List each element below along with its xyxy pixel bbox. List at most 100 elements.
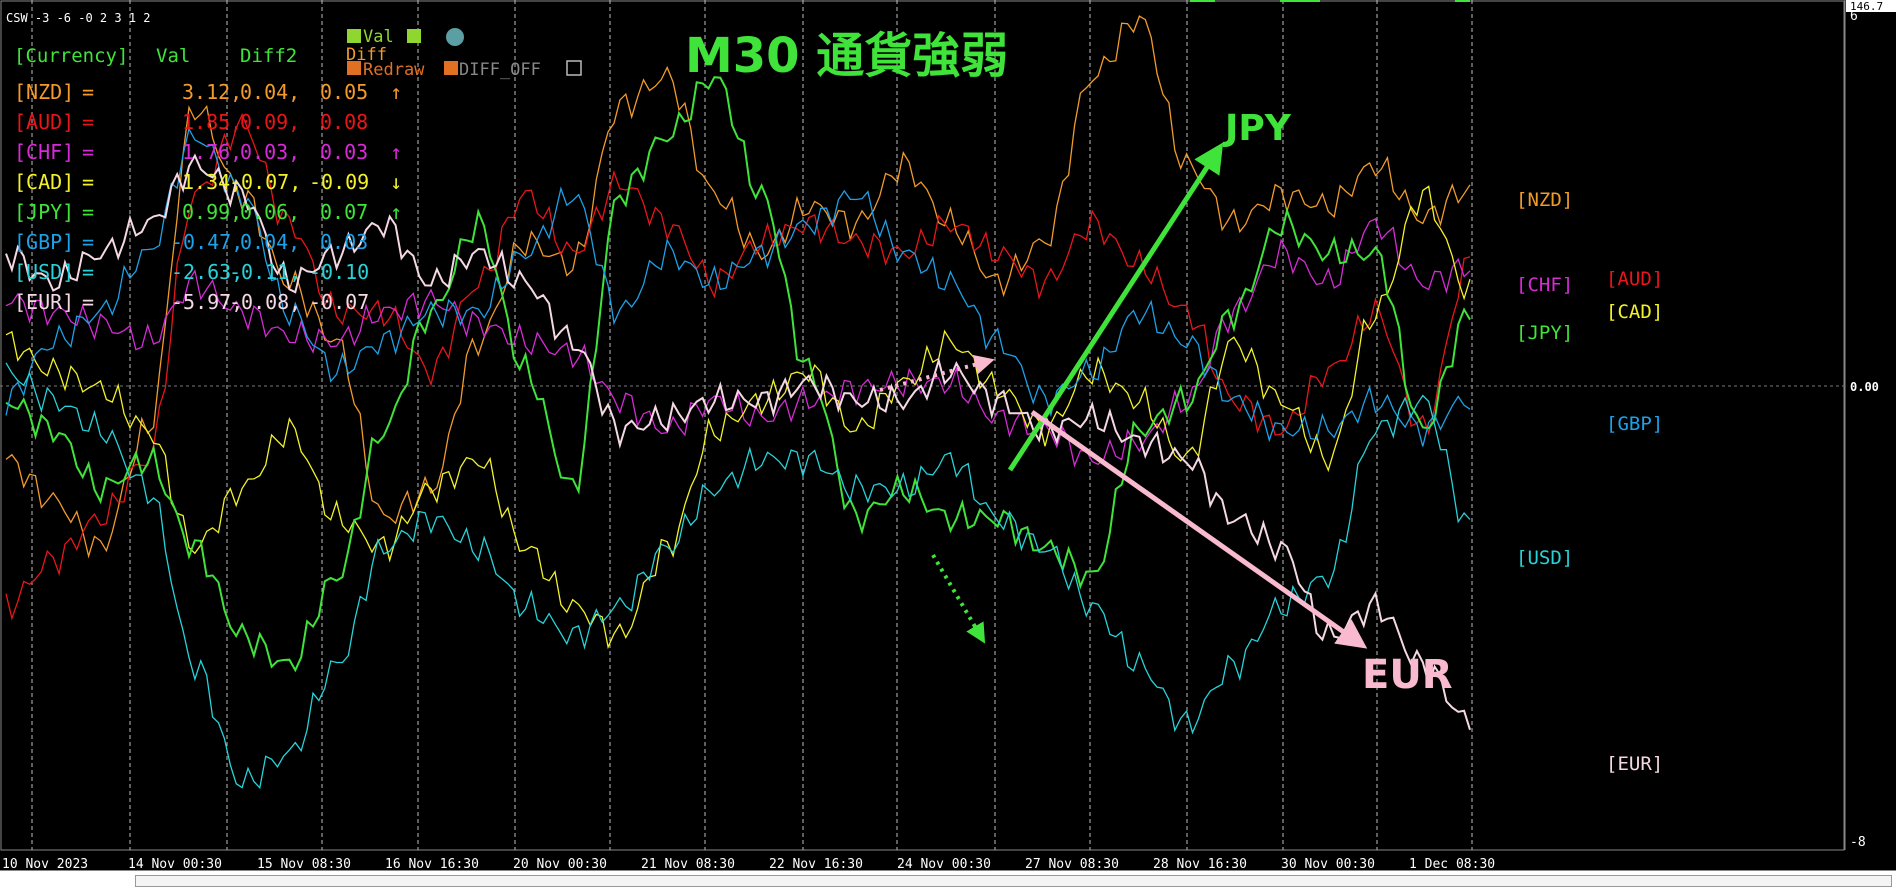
green-dotted-arrow (931, 553, 986, 644)
table-cell: 0.07 (320, 200, 368, 224)
header-diff2: Diff2 (240, 45, 297, 67)
series-lines (5, 15, 1471, 790)
end-label-jpy: [JPY] (1516, 322, 1573, 344)
table-row: [JPY] = 0.99,0.06, 0.07 ↑ (14, 200, 402, 224)
chart-title: M30 通貨強弱 (685, 28, 1008, 84)
table-cell: 1.76, (182, 140, 242, 164)
currency-table: [NZD] = 3.12,0.04, 0.05 ↑[AUD] = 1.85,0.09, 0.0… (14, 80, 402, 314)
settings-dot-icon[interactable] (446, 28, 464, 46)
table-row: [EUR] = -5.97,-0.08, -0.07 (14, 290, 369, 314)
eur-annotation: EUR (1362, 652, 1453, 698)
table-row: [CHF] = 1.76,0.03, 0.03 ↑ (14, 140, 402, 164)
end-label-nzd: [NZD] (1516, 189, 1573, 211)
x-tick-label: 28 Nov 16:30 (1153, 857, 1247, 870)
axis-bottom-label: -8 (1850, 835, 1866, 850)
table-cell: 0.09, (240, 110, 300, 134)
series-line-cad (5, 185, 1471, 650)
table-cell: = (82, 290, 94, 314)
diff-off-box[interactable] (566, 60, 582, 76)
val-checkbox[interactable] (347, 29, 361, 43)
table-cell: 0.05 (320, 80, 368, 104)
end-label-chf: [CHF] (1516, 274, 1573, 296)
table-cell: 0.08 (320, 110, 368, 134)
table-cell: 1.34, (182, 170, 242, 194)
table-cell: = (82, 80, 94, 104)
currency-table-header: [Currency] Val Diff2 (14, 45, 297, 67)
table-cell: -5.97, (171, 290, 243, 314)
trend-arrow-icon: ↑ (390, 200, 402, 224)
table-cell: 1.85, (182, 110, 242, 134)
x-tick-label: 20 Nov 00:30 (513, 857, 607, 870)
table-cell: -0.07 (309, 290, 369, 314)
plot-frame (0, 0, 1845, 851)
end-label-cad: [CAD] (1606, 301, 1663, 323)
trend-arrow-icon: ↑ (390, 80, 402, 104)
table-cell: -2.63, (171, 260, 243, 284)
diff-off-checkbox[interactable] (444, 61, 458, 75)
table-cell: 0.03 (320, 230, 368, 254)
series-line-chf (5, 217, 1471, 468)
series-line-eur (5, 153, 1471, 731)
table-cell: [GBP] (14, 230, 74, 254)
diff-label: Diff (346, 45, 387, 65)
table-cell: = (82, 200, 94, 224)
val-label: Val (363, 27, 394, 47)
pink-dotted-arrow (879, 354, 995, 392)
table-cell: -0.47, (171, 230, 243, 254)
table-cell: = (82, 230, 94, 254)
x-tick-labels: 10 Nov 2023 14 Nov 00:30 15 Nov 08:30 16 No… (2, 857, 1495, 872)
table-cell: -0.09 (309, 170, 369, 194)
table-cell: [NZD] (14, 80, 74, 104)
x-tick-label: 10 Nov 2023 (2, 857, 88, 870)
table-cell: 3.12, (182, 80, 242, 104)
table-cell: -0.07, (229, 170, 301, 194)
table-cell: = (82, 110, 94, 134)
jpy-trend-arrow (1007, 142, 1224, 472)
header-val: Val (156, 45, 190, 67)
table-cell: [CHF] (14, 140, 74, 164)
table-cell: [EUR] (14, 290, 74, 314)
table-cell: -0.10 (309, 260, 369, 284)
redraw-checkbox[interactable] (347, 61, 361, 75)
series-line-usd (5, 362, 1471, 790)
table-cell: 0.04, (240, 230, 300, 254)
val-toggle[interactable] (407, 29, 421, 43)
x-tick-label: 22 Nov 16:30 (769, 857, 863, 870)
end-label-aud: [AUD] (1606, 268, 1663, 290)
table-row: [GBP] = -0.47,0.04, 0.03 (14, 230, 368, 254)
x-tick-label: 14 Nov 00:30 (128, 857, 222, 870)
x-tick-label: 24 Nov 00:30 (897, 857, 991, 870)
scroll-thumb[interactable] (135, 875, 1892, 887)
x-tick-label: 1 Dec 08:30 (1409, 857, 1495, 870)
redraw-label: Redraw (363, 60, 425, 80)
vertical-grid (31, 0, 1473, 850)
table-row: [CAD] = 1.34,-0.07, -0.09 ↓ (14, 170, 402, 194)
table-cell: 0.04, (240, 80, 300, 104)
jpy-annotation: JPY (1222, 108, 1292, 149)
x-tick-label: 27 Nov 08:30 (1025, 857, 1119, 870)
table-row: [AUD] = 1.85,0.09, 0.08 (14, 110, 368, 134)
series-line-nzd (5, 15, 1471, 559)
x-tick-label: 15 Nov 08:30 (257, 857, 351, 870)
horizontal-scrollbar[interactable] (0, 870, 1896, 889)
table-cell: 0.99, (182, 200, 242, 224)
table-cell: = (82, 170, 94, 194)
table-cell: 0.06, (240, 200, 300, 224)
end-labels: [NZD] [AUD] [CHF] [CAD] [JPY] [GBP] [USD] [EUR] (1516, 189, 1663, 775)
table-cell: -0.11, (229, 260, 301, 284)
table-cell: [CAD] (14, 170, 74, 194)
end-label-gbp: [GBP] (1606, 413, 1663, 435)
trend-arrow-icon: ↓ (390, 170, 402, 194)
x-tick-label: 16 Nov 16:30 (385, 857, 479, 870)
price-top-label: 146.7 (1850, 0, 1883, 13)
table-cell: 0.03, (240, 140, 300, 164)
table-cell: = (82, 140, 94, 164)
x-tick-label: 30 Nov 00:30 (1281, 857, 1375, 870)
table-cell: 0.03 (320, 140, 368, 164)
table-cell: [AUD] (14, 110, 74, 134)
table-cell: = (82, 260, 94, 284)
end-label-eur: [EUR] (1606, 753, 1663, 775)
trend-arrow-icon: ↑ (390, 140, 402, 164)
